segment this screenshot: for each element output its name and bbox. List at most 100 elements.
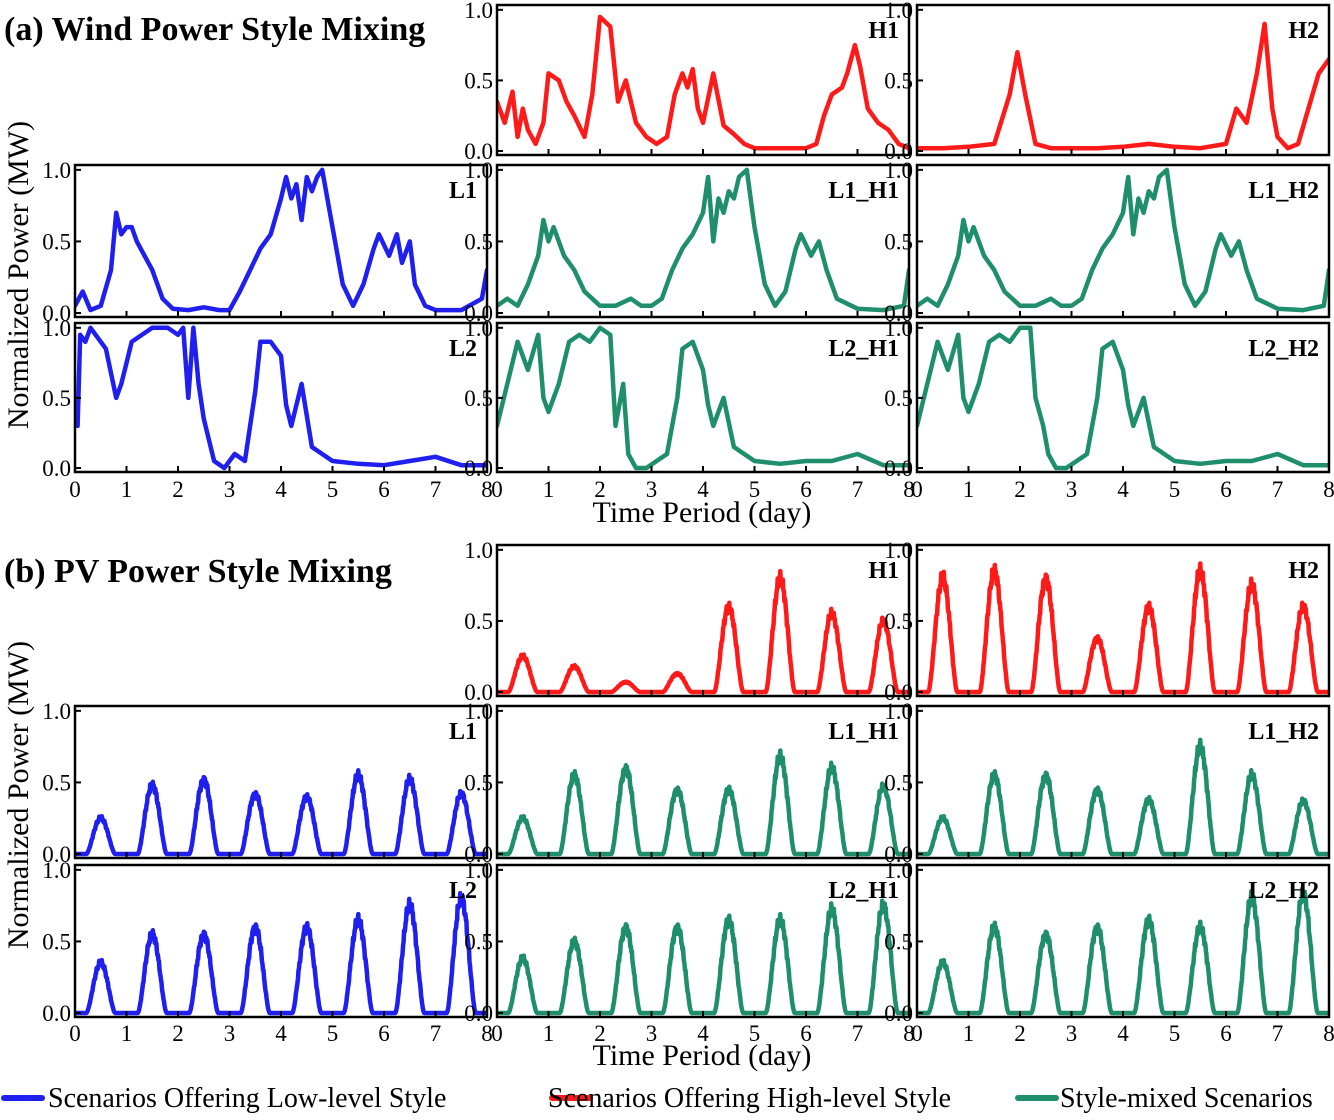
x-tick-label: 4 bbox=[697, 477, 709, 502]
series-line bbox=[497, 167, 909, 313]
panel-l1: L1 0.0 0.5 1.0 bbox=[42, 158, 489, 326]
y-axis-label: Normalized Power (MW) bbox=[2, 641, 35, 949]
series-line bbox=[917, 561, 1329, 695]
panel-l2-h1: L2_H1 0.0 0.5 1.0 bbox=[464, 316, 911, 481]
x-tick-label: 0 bbox=[69, 477, 81, 502]
x-tick-label: 4 bbox=[275, 1021, 287, 1046]
x-tick-label: 1 bbox=[963, 1021, 975, 1046]
y-tick-label: 0.5 bbox=[464, 386, 493, 411]
series-line bbox=[75, 325, 487, 471]
y-tick-label: 1.0 bbox=[884, 538, 913, 563]
x-tick-label: 0 bbox=[69, 1021, 81, 1046]
y-axis-label: Normalized Power (MW) bbox=[2, 121, 35, 429]
x-tick-label: 2 bbox=[1014, 477, 1026, 502]
x-tick-label: 8 bbox=[481, 477, 493, 502]
x-tick-label: 7 bbox=[1272, 1021, 1284, 1046]
series-line bbox=[917, 737, 1329, 857]
x-tick-label: 3 bbox=[224, 1021, 236, 1046]
x-tick-label: 7 bbox=[852, 477, 864, 502]
x-tick-label: 1 bbox=[963, 477, 975, 502]
x-tick-label: 2 bbox=[172, 1021, 184, 1046]
x-tick-label: 5 bbox=[327, 1021, 339, 1046]
panel-label: L2 bbox=[449, 336, 477, 362]
panel-h1: H1 0.0 0.5 1.0 bbox=[464, 0, 911, 164]
x-axis-label: Time Period (day) bbox=[593, 1039, 812, 1072]
y-tick-label: 0.5 bbox=[464, 770, 493, 795]
x-tick-label: 8 bbox=[1323, 1021, 1334, 1046]
panel-l1-h1: L1_H10.00.51.0 bbox=[464, 158, 911, 326]
panel-l1: L1 0.0 0.5 1.0 bbox=[42, 699, 489, 867]
y-tick-label: 1.0 bbox=[464, 699, 493, 724]
section-title: (a) Wind Power Style Mixing bbox=[4, 11, 425, 48]
y-tick-label: 0.5 bbox=[884, 929, 913, 954]
series-line bbox=[75, 768, 487, 857]
y-tick-label: 0.5 bbox=[464, 929, 493, 954]
y-tick-label: 1.0 bbox=[884, 858, 913, 883]
y-tick-label: 0.5 bbox=[464, 68, 493, 93]
y-tick-label: 1.0 bbox=[464, 858, 493, 883]
panel-frame bbox=[495, 543, 911, 698]
x-tick-label: 5 bbox=[749, 1021, 761, 1046]
panel-h2: H2 0.0 0.5 1.0 bbox=[884, 0, 1331, 164]
x-tick-label: 6 bbox=[800, 477, 812, 502]
x-tick-label: 6 bbox=[1220, 477, 1232, 502]
y-tick-label: 0.0 bbox=[42, 1001, 71, 1026]
panel-label: H2 bbox=[1288, 18, 1319, 44]
x-tick-label: 2 bbox=[594, 477, 606, 502]
panel-frame bbox=[915, 3, 1331, 157]
x-tick-label: 6 bbox=[378, 1021, 390, 1046]
panel-label: L1_H1 bbox=[828, 178, 899, 204]
x-tick-label: 4 bbox=[1117, 477, 1129, 502]
panel-label: H1 bbox=[868, 558, 899, 584]
legend: Scenarios Offering Low-level Style Scenar… bbox=[1, 1083, 1313, 1114]
series-line bbox=[75, 890, 487, 1016]
x-tick-label: 6 bbox=[1220, 1021, 1232, 1046]
panel-l1-h1: L1_H10.00.51.0 bbox=[464, 699, 911, 867]
section-title: (b) PV Power Style Mixing bbox=[4, 553, 392, 590]
x-tick-label: 1 bbox=[543, 477, 555, 502]
x-tick-label: 3 bbox=[646, 1021, 658, 1046]
y-tick-label: 1.0 bbox=[42, 158, 71, 183]
x-tick-label: 0 bbox=[911, 477, 923, 502]
y-tick-label: 0.0 bbox=[884, 680, 913, 705]
panel-l2: L2 0.0 0.5 1.0 bbox=[42, 858, 489, 1026]
series-line bbox=[497, 568, 909, 695]
y-tick-label: 0.0 bbox=[884, 139, 913, 164]
series-line bbox=[497, 748, 909, 857]
panel-h1: H1 0.0 0.5 1.0 bbox=[464, 538, 911, 705]
y-tick-label: 0.5 bbox=[884, 229, 913, 254]
y-tick-label: 0.5 bbox=[884, 386, 913, 411]
panel-h2: H2 0.0 0.5 1.0 bbox=[884, 538, 1331, 705]
y-tick-label: 1.0 bbox=[42, 858, 71, 883]
x-tick-label: 4 bbox=[1117, 1021, 1129, 1046]
y-tick-label: 0.5 bbox=[884, 770, 913, 795]
series-line bbox=[917, 21, 1329, 151]
x-tick-label: 1 bbox=[121, 1021, 133, 1046]
y-tick-label: 0.0 bbox=[884, 1001, 913, 1026]
series-line bbox=[497, 14, 909, 151]
x-tick-label: 3 bbox=[1066, 1021, 1078, 1046]
series-line bbox=[497, 325, 909, 471]
panel-label: L1_H1 bbox=[828, 719, 899, 745]
x-tick-label: 7 bbox=[1272, 477, 1284, 502]
x-tick-label: 6 bbox=[800, 1021, 812, 1046]
legend-label-low: Scenarios Offering Low-level Style bbox=[48, 1083, 446, 1114]
x-tick-label: 7 bbox=[430, 1021, 442, 1046]
x-tick-label: 5 bbox=[749, 477, 761, 502]
panel-label: L2_H2 bbox=[1248, 336, 1319, 362]
panel-frame bbox=[73, 321, 489, 474]
panel-label: L2_H1 bbox=[828, 336, 899, 362]
panel-label: L1_H2 bbox=[1248, 178, 1319, 204]
panel-label: H2 bbox=[1288, 558, 1319, 584]
y-tick-label: 1.0 bbox=[884, 158, 913, 183]
x-tick-label: 8 bbox=[481, 1021, 493, 1046]
y-tick-label: 0.5 bbox=[884, 68, 913, 93]
wind-section: (a) Wind Power Style Mixing H10.00.51.0H2… bbox=[2, 0, 1334, 529]
x-tick-label: 0 bbox=[911, 1021, 923, 1046]
y-tick-label: 0.0 bbox=[464, 680, 493, 705]
y-tick-label: 0.0 bbox=[464, 139, 493, 164]
x-tick-label: 2 bbox=[172, 477, 184, 502]
y-tick-label: 0.0 bbox=[464, 1001, 493, 1026]
y-tick-label: 1.0 bbox=[884, 316, 913, 341]
